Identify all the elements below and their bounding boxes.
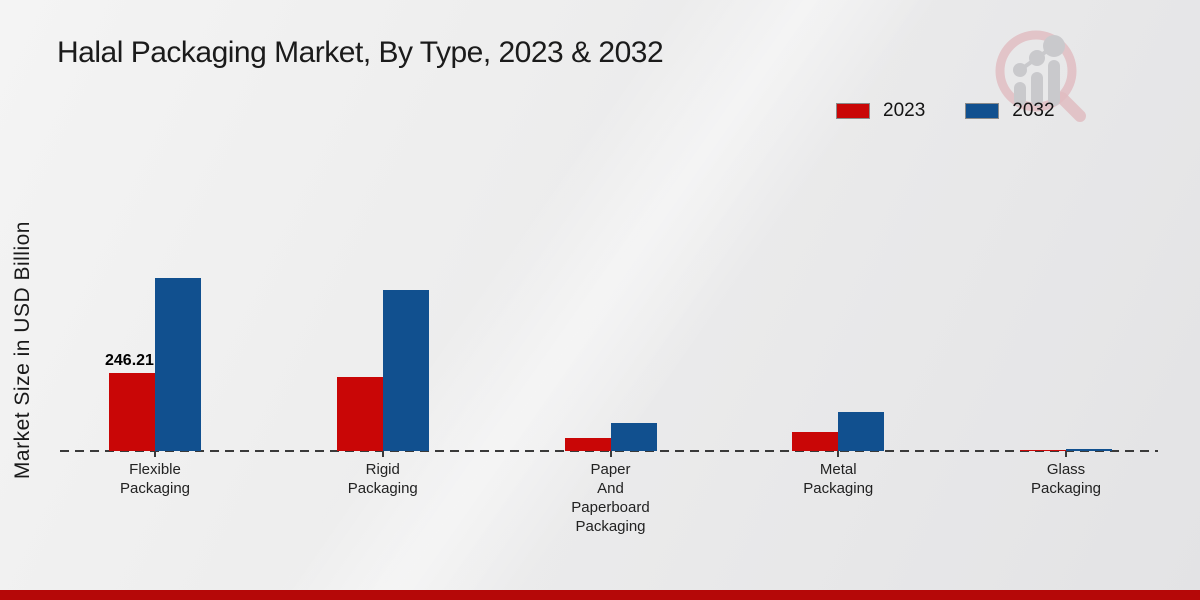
- category-label-line: Packaging: [119, 480, 191, 497]
- category-label-line: Packaging: [803, 480, 874, 497]
- category-label-line: Packaging: [575, 518, 646, 535]
- x-axis-tick: [154, 451, 156, 457]
- bar-2023-glass-packaging: [1020, 450, 1066, 451]
- chart-title: Halal Packaging Market, By Type, 2023 & …: [57, 36, 664, 69]
- category-label-glass-packaging: Glass Packaging: [976, 460, 1156, 498]
- bar-2032-rigid-packaging: [382, 289, 429, 451]
- legend-swatch-2023: [836, 103, 870, 119]
- logo-bars-icon: [1013, 35, 1065, 106]
- x-axis-dashed-line: [60, 450, 1158, 452]
- category-label-line: And: [597, 480, 624, 497]
- legend-item-2023: 2023: [836, 100, 925, 122]
- bar-2032-paper-and-paperboard-packaging: [610, 423, 657, 451]
- category-label-line: Paperboard: [571, 499, 650, 516]
- category-label-line: Flexible: [129, 461, 181, 478]
- y-axis-title: Market Size in USD Billion: [11, 220, 34, 480]
- market-research-logo: [995, 30, 1086, 122]
- category-label-metal-packaging: Metal Packaging: [748, 460, 928, 498]
- category-label-rigid-packaging: Rigid Packaging: [293, 460, 473, 498]
- footer-red-band: [0, 590, 1200, 600]
- category-label-paper-and-paperboard-packaging: Paper And Paperboard Packaging: [521, 460, 701, 536]
- bar-2023-paper-and-paperboard-packaging: [564, 438, 611, 451]
- x-axis-tick: [1065, 451, 1067, 457]
- bar-value-label: 246.21: [105, 352, 154, 369]
- category-label-line: Paper: [590, 461, 631, 478]
- x-axis-tick: [837, 451, 840, 457]
- bar-2032-glass-packaging: [1066, 449, 1112, 451]
- category-label-line: Packaging: [347, 480, 418, 497]
- legend-label: 2032: [1012, 100, 1055, 121]
- logo-lens-icon: [995, 30, 1086, 122]
- legend: 2023 2032: [836, 100, 1055, 122]
- bar-2032-flexible-packaging: [155, 277, 201, 451]
- legend-item-2032: 2032: [965, 100, 1055, 122]
- x-axis-tick: [381, 451, 384, 457]
- bar-2023-flexible-packaging: [109, 373, 155, 451]
- category-label-flexible-packaging: Flexible Packaging: [65, 460, 245, 498]
- category-label-line: Packaging: [1030, 480, 1102, 497]
- category-label-line: Metal: [819, 461, 857, 478]
- legend-swatch-2032: [965, 103, 1000, 119]
- legend-label: 2023: [883, 100, 926, 121]
- category-label-line: Glass: [1046, 461, 1086, 478]
- category-label-line: Rigid: [365, 461, 400, 478]
- bar-2032-metal-packaging: [838, 411, 885, 451]
- bar-2023-rigid-packaging: [336, 377, 383, 451]
- x-axis-tick: [609, 451, 612, 457]
- bar-2023-metal-packaging: [792, 431, 839, 451]
